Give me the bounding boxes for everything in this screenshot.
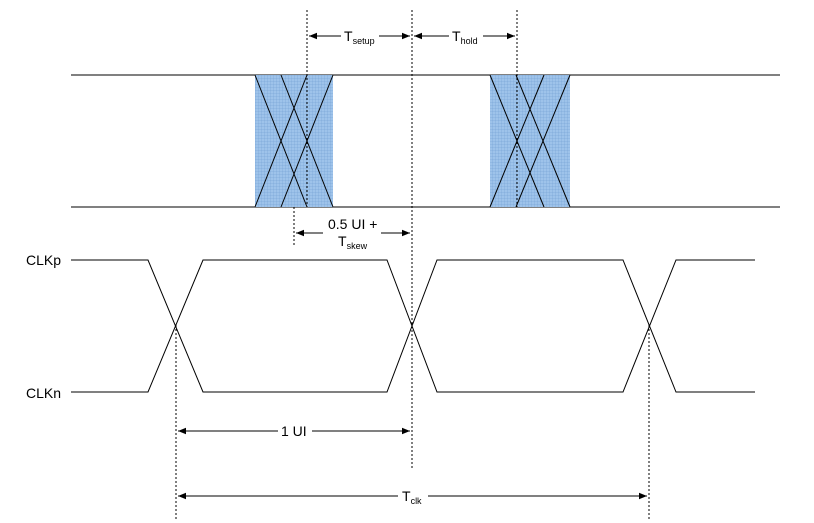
clkp-waveform [71, 259, 755, 393]
clkn-waveform [71, 259, 755, 393]
clkn-label: CLKn [26, 385, 61, 401]
skew-label: Tskew [338, 233, 368, 251]
transition-window-1 [255, 75, 333, 207]
data-crossings-2 [489, 74, 571, 208]
clkp-label: CLKp [26, 252, 61, 268]
one-ui-label: 1 UI [281, 423, 307, 439]
half-ui-label: 0.5 UI + [328, 216, 377, 232]
data-crossings-1 [254, 74, 334, 208]
tclk-label: Tclk [402, 488, 422, 506]
hold-label: Thold [452, 28, 478, 46]
setup-label: Tsetup [344, 28, 375, 46]
transition-window-2 [490, 75, 570, 207]
